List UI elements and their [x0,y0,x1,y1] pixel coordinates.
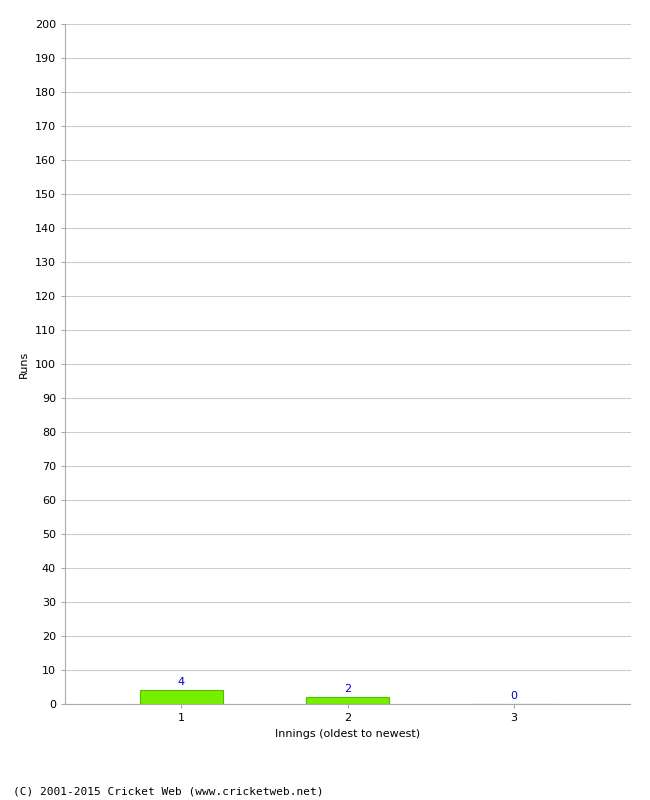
Text: 2: 2 [344,684,351,694]
Text: 0: 0 [510,690,517,701]
Bar [140,690,223,704]
X-axis label: Innings (oldest to newest): Innings (oldest to newest) [275,729,421,738]
Bar [306,697,389,704]
Y-axis label: Runs: Runs [20,350,29,378]
Text: (C) 2001-2015 Cricket Web (www.cricketweb.net): (C) 2001-2015 Cricket Web (www.cricketwe… [13,786,324,796]
Text: 4: 4 [178,677,185,687]
